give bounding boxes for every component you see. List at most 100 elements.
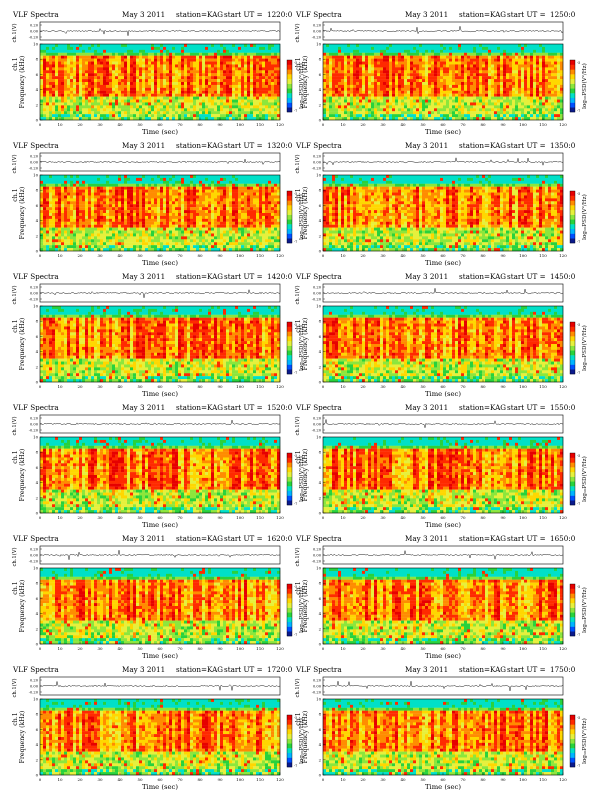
freq-axis-label: Frequency (kHz) bbox=[302, 56, 309, 109]
spectrogram-cell bbox=[452, 53, 455, 56]
time-tick-label: 120 bbox=[276, 122, 284, 127]
spectrogram-cell bbox=[548, 73, 551, 76]
spectrogram-cell bbox=[362, 67, 365, 70]
spectrogram-cell bbox=[229, 190, 232, 193]
spectrogram-cell bbox=[476, 56, 479, 59]
spectrogram-cell bbox=[428, 111, 431, 114]
spectrogram-cell bbox=[73, 100, 76, 103]
spectrogram-cell bbox=[452, 44, 455, 47]
spectrogram-cell bbox=[262, 100, 265, 103]
spectrogram-cell bbox=[127, 193, 130, 196]
spectrogram-cell bbox=[217, 108, 220, 111]
spectrogram-cell bbox=[181, 62, 184, 65]
spectrogram-cell bbox=[470, 56, 473, 59]
spectrogram-cell bbox=[145, 97, 148, 100]
spectrogram-cell bbox=[380, 108, 383, 111]
spectrogram-cell bbox=[434, 53, 437, 56]
spectrogram-cell bbox=[329, 94, 332, 97]
spectrogram-cell bbox=[398, 59, 401, 62]
spectrogram-cell bbox=[428, 47, 431, 50]
spectrogram-cell bbox=[422, 70, 425, 73]
spectrogram-cell bbox=[259, 184, 262, 187]
spectrogram-cell bbox=[482, 91, 485, 94]
time-tick-label: 10 bbox=[57, 122, 63, 127]
spectrogram-cell bbox=[347, 88, 350, 91]
spectrogram-cell bbox=[359, 91, 362, 94]
spectrogram-cell bbox=[166, 67, 169, 70]
spectrogram-cell bbox=[229, 79, 232, 82]
spectrogram-cell bbox=[446, 102, 449, 105]
spectrogram-cell bbox=[500, 102, 503, 105]
spectrogram-cell bbox=[485, 50, 488, 53]
spectrogram-cell bbox=[533, 94, 536, 97]
spectrogram-cell bbox=[326, 94, 329, 97]
spectrogram-cell bbox=[208, 190, 211, 193]
spectrogram-cell bbox=[467, 97, 470, 100]
spectrogram-cell bbox=[356, 79, 359, 82]
spectrogram-cell bbox=[175, 195, 178, 198]
spectrogram-cell bbox=[410, 100, 413, 103]
spectrogram-cell bbox=[112, 114, 115, 117]
spectrogram-cell bbox=[347, 62, 350, 65]
spectrogram-cell bbox=[395, 73, 398, 76]
spectrogram-cell bbox=[530, 56, 533, 59]
spectrogram-cell bbox=[259, 73, 262, 76]
spectrogram-cell bbox=[109, 195, 112, 198]
spectrogram-cell bbox=[151, 195, 154, 198]
spectrogram-cell bbox=[253, 85, 256, 88]
spectrogram-cell bbox=[160, 94, 163, 97]
spectrogram-cell bbox=[154, 175, 157, 178]
colorbar-step bbox=[570, 65, 575, 70]
spectrogram-cell bbox=[187, 178, 190, 181]
spectrogram-cell bbox=[169, 193, 172, 196]
spectrogram-cell bbox=[353, 79, 356, 82]
spectrogram-cell bbox=[347, 117, 350, 120]
spectrogram-cell bbox=[79, 102, 82, 105]
spectrogram-cell bbox=[226, 181, 229, 184]
spectrogram-cell bbox=[190, 178, 193, 181]
spectrogram-cell bbox=[554, 108, 557, 111]
spectrogram-cell bbox=[347, 44, 350, 47]
spectrogram-cell bbox=[238, 44, 241, 47]
spectrogram-cell bbox=[202, 100, 205, 103]
spectrogram-cell bbox=[509, 111, 512, 114]
spectrogram-cell bbox=[377, 62, 380, 65]
spectrogram-cell bbox=[386, 111, 389, 114]
spectrogram-cell bbox=[250, 76, 253, 79]
spectrogram-cell bbox=[515, 64, 518, 67]
spectrogram-cell bbox=[169, 102, 172, 105]
spectrogram-cell bbox=[344, 105, 347, 108]
spectrogram-cell bbox=[518, 108, 521, 111]
spectrogram-cell bbox=[512, 67, 515, 70]
spectrogram-cell bbox=[458, 97, 461, 100]
spectrogram-cell bbox=[491, 44, 494, 47]
spectrogram-cell bbox=[443, 88, 446, 91]
spectrogram-cell bbox=[410, 76, 413, 79]
spectrogram-cell bbox=[82, 102, 85, 105]
trace-frame bbox=[40, 22, 280, 40]
spectrogram-cell bbox=[377, 105, 380, 108]
spectrogram-cell bbox=[184, 102, 187, 105]
spectrogram-cell bbox=[184, 184, 187, 187]
spectrogram-cell bbox=[49, 190, 52, 193]
spectrogram-cell bbox=[217, 111, 220, 114]
spectrogram-cell bbox=[404, 56, 407, 59]
spectrogram-cell bbox=[175, 73, 178, 76]
spectrogram-cell bbox=[521, 82, 524, 85]
spectrogram-cell bbox=[79, 91, 82, 94]
spectrogram-cell bbox=[205, 76, 208, 79]
spectrogram-cell bbox=[109, 105, 112, 108]
spectrogram-cell bbox=[256, 190, 259, 193]
spectrogram-cell bbox=[130, 184, 133, 187]
spectrogram-cell bbox=[353, 111, 356, 114]
spectrogram-cell bbox=[274, 187, 277, 190]
spectrogram-cell bbox=[82, 82, 85, 85]
spectrogram-cell bbox=[527, 53, 530, 56]
spectrogram-cell bbox=[148, 73, 151, 76]
spectrogram-cell bbox=[446, 82, 449, 85]
spectrogram-cell bbox=[109, 67, 112, 70]
spectrogram-cell bbox=[169, 91, 172, 94]
spectrogram-cell bbox=[253, 178, 256, 181]
spectrogram-cell bbox=[100, 111, 103, 114]
spectrogram-cell bbox=[238, 175, 241, 178]
